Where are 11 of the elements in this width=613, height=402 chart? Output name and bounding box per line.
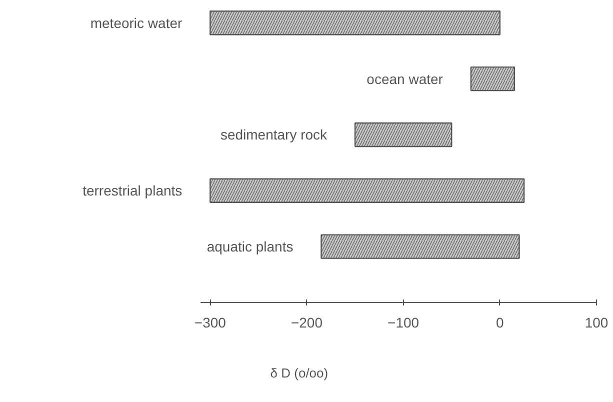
x-tick-label: 0 [496, 314, 504, 330]
y-tick-label: ocean water [366, 70, 444, 87]
y-tick-label: meteoric water [90, 14, 182, 31]
x-tick-label: −100 [388, 314, 420, 330]
x-tick-label: −200 [290, 314, 323, 330]
y-tick-label: sedimentary rock [220, 126, 328, 143]
x-tick-label: −300 [194, 314, 226, 330]
x-axis-title: δ D (o/oo) [270, 366, 328, 380]
y-tick-label: terrestrial plants [82, 182, 182, 199]
x-tick-label: 100 [584, 314, 608, 330]
y-tick-label: aquatic plants [206, 238, 294, 255]
